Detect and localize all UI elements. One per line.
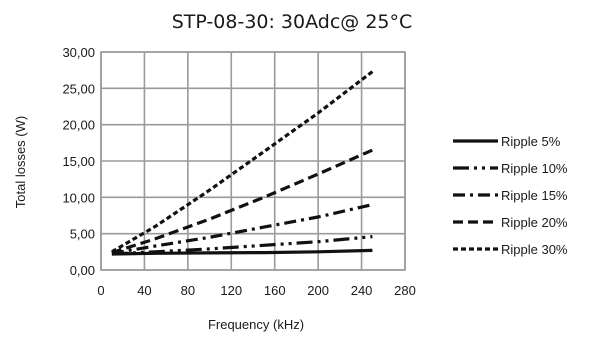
chart-title: STP-08-30: 30Adc@ 25°C xyxy=(172,11,413,33)
x-tick-label: 240 xyxy=(351,283,373,298)
x-tick-label: 80 xyxy=(181,283,195,298)
x-axis-label: Frequency (kHz) xyxy=(208,317,304,332)
x-tick-label: 160 xyxy=(264,283,286,298)
series-line-4 xyxy=(111,148,374,255)
x-tick-label: 0 xyxy=(97,283,104,298)
legend-label-4: Ripple 20% xyxy=(501,215,568,230)
series-line-3 xyxy=(111,203,373,255)
y-axis-label: Total losses (W) xyxy=(13,116,28,208)
plot-grid xyxy=(100,51,406,271)
x-tick-label: 280 xyxy=(394,283,416,298)
y-tick-label: 25,00 xyxy=(62,81,95,96)
series-line-1 xyxy=(111,248,373,256)
x-tick-label: 40 xyxy=(137,283,151,298)
x-tick-label: 120 xyxy=(220,283,242,298)
y-tick-label: 0,00 xyxy=(70,263,95,278)
y-tick-label: 20,00 xyxy=(62,118,95,133)
y-tick-label: 15,00 xyxy=(62,154,95,169)
axis-ticks: 0 40 80 120 160 200 240 280 0,00 5,00 10,00 15,00 20… xyxy=(62,45,415,298)
legend-label-2: Ripple 10% xyxy=(501,161,568,176)
legend: Ripple 5% Ripple 10% Ripple 15% Ripple 20% R… xyxy=(453,134,568,257)
legend-label-5: Ripple 30% xyxy=(501,242,568,257)
legend-label-3: Ripple 15% xyxy=(501,188,568,203)
series-line-5 xyxy=(111,70,374,254)
y-tick-label: 30,00 xyxy=(62,45,95,60)
plot-series xyxy=(111,70,374,256)
y-tick-label: 10,00 xyxy=(62,190,95,205)
legend-label-1: Ripple 5% xyxy=(501,134,561,149)
plot-frame xyxy=(100,51,406,271)
y-tick-label: 5,00 xyxy=(70,227,95,242)
x-tick-label: 200 xyxy=(307,283,329,298)
series-line-2 xyxy=(111,235,373,256)
